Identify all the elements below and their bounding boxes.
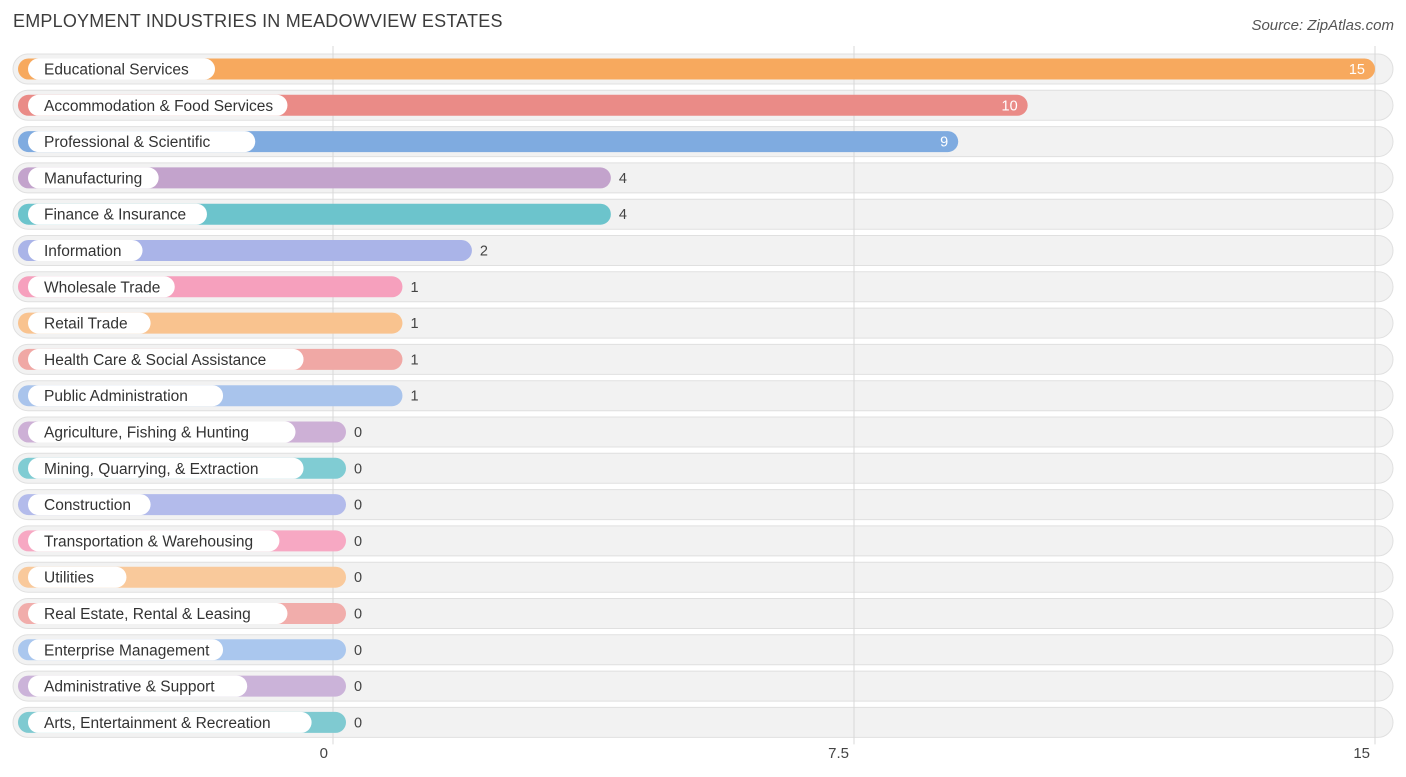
row-track [12,670,1394,702]
category-label: Wholesale Trade [44,279,160,296]
category-label-pill [28,639,224,661]
value-label: 0 [354,715,362,731]
bar [18,58,1375,80]
value-label: 0 [354,461,362,477]
category-label-pill [28,312,151,334]
category-label: Administrative & Support [44,679,215,696]
category-label-pill [28,711,312,733]
category-label: Mining, Quarrying, & Extraction [44,461,259,478]
value-label: 0 [354,643,362,659]
bar-row: Wholesale Trade 1 [18,276,419,298]
category-label: Educational Services [44,62,189,79]
bar-row: Real Estate, Rental & Leasing 0 [18,603,362,624]
bar-row: Utilities 0 [18,566,362,588]
value-label: 0 [354,498,362,514]
value-label: 2 [480,244,488,260]
value-label: 15 [1349,62,1365,78]
category-label-pill [28,203,207,225]
bar-row: Public Administration 1 [18,385,419,407]
chart-title: EMPLOYMENT INDUSTRIES IN MEADOWVIEW ESTA… [13,11,503,31]
category-label: Information [44,243,122,260]
category-label-pill [28,530,280,552]
row-track [12,416,1394,448]
category-label-pill [28,58,215,80]
bar-row: Administrative & Support 0 [18,675,362,697]
category-label-pill [28,385,224,407]
bar-row: Arts, Entertainment & Recreation 0 [18,711,362,733]
bar-row: Information 2 [18,240,488,261]
bar-row: Mining, Quarrying, & Extraction 0 [18,457,362,479]
bar-row: Accommodation & Food Services 10 [18,94,1028,116]
bar-row: Transportation & Warehousing 0 [18,530,362,552]
value-label: 1 [410,316,418,332]
category-label-pill [28,603,288,624]
category-label: Construction [44,497,131,514]
category-label: Health Care & Social Assistance [44,352,266,369]
category-label-pill [28,240,143,261]
bar-row: Construction 0 [18,494,362,516]
category-label-pill [28,131,256,153]
bar-row: Manufacturing 4 [18,167,627,189]
category-label: Finance & Insurance [44,207,186,224]
category-label-pill [28,421,296,443]
category-label-pill [28,167,159,189]
category-label-pill [28,457,304,479]
x-tick-label: 0 [320,745,328,762]
value-label: 10 [1002,98,1018,114]
chart-source: Source: ZipAtlas.com [1251,17,1394,34]
value-label: 4 [619,171,627,187]
bar-row: Retail Trade 1 [18,312,419,334]
row-track [12,634,1394,666]
value-label: 1 [410,389,418,405]
value-label: 1 [410,352,418,368]
value-label: 0 [354,607,362,623]
category-label: Enterprise Management [44,642,210,659]
row-track [12,489,1394,521]
bar-row: Finance & Insurance 4 [18,203,627,225]
x-tick-label: 15 [1353,745,1370,762]
category-label: Arts, Entertainment & Recreation [44,715,271,732]
row-track [12,561,1394,593]
bar [18,167,611,189]
value-label: 0 [354,425,362,441]
bar-row: Health Care & Social Assistance 1 [18,348,419,370]
row-track [12,598,1394,629]
value-label: 9 [940,135,948,151]
row-track [12,525,1394,557]
bar-row: Enterprise Management 0 [18,639,362,661]
value-label: 0 [354,679,362,695]
bar-row: Professional & Scientific 9 [18,131,959,153]
category-label-pill [28,276,175,298]
category-label: Utilities [44,570,94,587]
category-label: Transportation & Warehousing [44,533,253,550]
category-label: Public Administration [44,388,188,405]
row-track [12,706,1394,738]
row-track [12,452,1394,484]
category-label: Retail Trade [44,316,128,333]
value-label: 0 [354,570,362,586]
category-label: Professional & Scientific [44,134,211,151]
category-label-pill [28,494,151,516]
category-label-pill [28,94,288,116]
category-label: Accommodation & Food Services [44,98,273,115]
value-label: 0 [354,534,362,550]
category-label-pill [28,675,248,697]
category-label-pill [28,348,304,370]
category-label: Real Estate, Rental & Leasing [44,606,251,623]
bar-row: Agriculture, Fishing & Hunting 0 [18,421,362,443]
category-label: Agriculture, Fishing & Hunting [44,425,249,442]
bar-row: Educational Services 15 [18,58,1375,80]
x-tick-label: 7.5 [828,745,849,762]
category-label: Manufacturing [44,170,142,187]
category-label-pill [28,566,127,588]
value-label: 1 [410,280,418,296]
value-label: 4 [619,207,627,223]
